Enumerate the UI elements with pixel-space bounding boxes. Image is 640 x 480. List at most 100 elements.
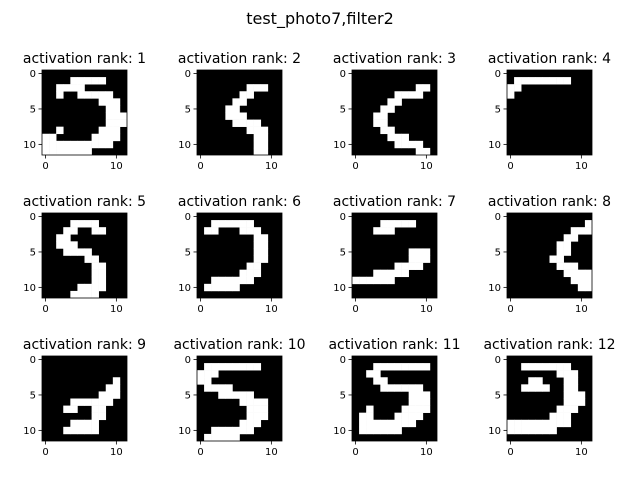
- y-tick-label: 0: [185, 212, 191, 223]
- subplot-8: activation rank: 8 0 10 0 5 10: [488, 194, 611, 315]
- pixel-cell: [415, 363, 424, 371]
- subplot-4: activation rank: 4 0 10 0 5 10: [488, 51, 611, 172]
- pixel-cell: [239, 426, 247, 435]
- pixel-cell: [401, 91, 409, 99]
- pixel-cell: [63, 147, 71, 156]
- pixel-cell: [422, 147, 431, 156]
- pixel-cell: [253, 398, 262, 406]
- pixel-cell: [77, 419, 85, 428]
- pixel-cell: [246, 412, 254, 421]
- axes-frame: [506, 69, 593, 156]
- pixel-cell: [415, 248, 424, 256]
- subplot-title: activation rank: 5: [23, 194, 146, 210]
- pixel-cell: [105, 112, 114, 120]
- pixel-cell: [204, 384, 212, 392]
- pixel-cell: [577, 276, 586, 285]
- pixel-cell: [91, 426, 99, 435]
- pixel-cell: [387, 133, 395, 142]
- pixel-cell: [246, 276, 254, 285]
- pixel-cell: [507, 426, 515, 435]
- pixel-cell: [570, 370, 579, 378]
- pixel-cell: [98, 262, 107, 270]
- pixel-cell: [415, 391, 424, 399]
- pixel-cell: [380, 276, 388, 285]
- pixel-cell: [225, 363, 233, 371]
- pixel-cell: [401, 412, 409, 421]
- pixel-cell: [260, 398, 269, 406]
- pixel-cell: [225, 426, 233, 435]
- pixel-cell: [70, 220, 78, 228]
- pixel-cell: [225, 283, 233, 292]
- pixel-cell: [549, 426, 557, 435]
- pixel-cell: [197, 370, 205, 378]
- pixel-cell: [211, 426, 219, 435]
- pixel-cell: [70, 84, 78, 92]
- pixel-cell: [528, 77, 536, 85]
- pixel-cell: [105, 119, 114, 127]
- pixel-cell: [63, 140, 71, 149]
- subplot-3: activation rank: 3 0 10 0 5 10: [333, 51, 456, 172]
- pixel-cell: [387, 220, 395, 228]
- pixel-cell: [253, 248, 262, 256]
- y-tick-label: 0: [30, 355, 36, 366]
- pixel-cell: [246, 220, 254, 228]
- subplot-title: activation rank: 4: [488, 51, 611, 67]
- pixel-cell: [549, 77, 557, 85]
- pixel-cell: [408, 248, 417, 256]
- y-tick-label: 0: [185, 69, 191, 80]
- pixel-cell: [98, 405, 107, 413]
- pixel-cell: [70, 140, 78, 149]
- y-tick-label: 10: [488, 426, 501, 437]
- pixel-cell: [535, 384, 543, 392]
- pixel-cell: [70, 405, 78, 413]
- pixel-cell: [415, 262, 424, 270]
- pixel-cell: [246, 91, 254, 99]
- pixel-cell: [570, 384, 579, 392]
- pixel-cell: [401, 269, 409, 278]
- y-tick-label: 0: [340, 355, 346, 366]
- pixel-cell: [98, 227, 107, 235]
- pixel-cell: [380, 112, 388, 120]
- pixel-cell: [197, 377, 205, 385]
- pixel-cell: [373, 370, 381, 378]
- subplot-1: activation rank: 1 0 10 0 5 10: [23, 51, 146, 172]
- pixel-cell: [380, 119, 388, 127]
- pixel-cell: [577, 269, 586, 278]
- pixel-cell: [105, 105, 114, 113]
- pixel-cell: [56, 126, 64, 135]
- pixel-cell: [84, 248, 92, 256]
- pixel-cell: [380, 126, 388, 135]
- pixel-cell: [246, 262, 254, 270]
- pixel-cell: [366, 276, 374, 285]
- pixel-cell: [112, 133, 121, 142]
- pixel-cell: [528, 384, 536, 392]
- pixel-cell: [98, 269, 107, 278]
- pixel-cell: [49, 133, 57, 142]
- pixel-cell: [98, 126, 107, 135]
- pixel-cell: [232, 112, 240, 120]
- pixel-cell: [232, 426, 240, 435]
- pixel-cell: [98, 77, 107, 85]
- pixel-cell: [253, 419, 262, 428]
- x-tick-label: 0: [507, 161, 513, 172]
- pixel-cell: [84, 419, 92, 428]
- pixel-cell: [260, 248, 269, 256]
- pixel-cell: [70, 77, 78, 85]
- axes-frame: [41, 212, 128, 299]
- pixel-cell: [204, 283, 212, 292]
- pixel-cell: [63, 227, 71, 235]
- pixel-cell: [70, 419, 78, 428]
- pixel-cell: [84, 147, 92, 156]
- pixel-cell: [218, 220, 226, 228]
- pixel-cell: [211, 276, 219, 285]
- subplot-12: activation rank: 12 0 10 0 5 10: [483, 337, 615, 458]
- figure-title: test_photo7,filter2: [246, 9, 394, 29]
- pixel-cell: [246, 227, 254, 235]
- pixel-cell: [98, 412, 107, 421]
- pixel-cell: [63, 248, 71, 256]
- pixel-cell: [246, 363, 254, 371]
- pixel-cell: [570, 398, 579, 406]
- pixel-cell: [91, 262, 99, 270]
- subplot-title: activation rank: 9: [23, 337, 146, 353]
